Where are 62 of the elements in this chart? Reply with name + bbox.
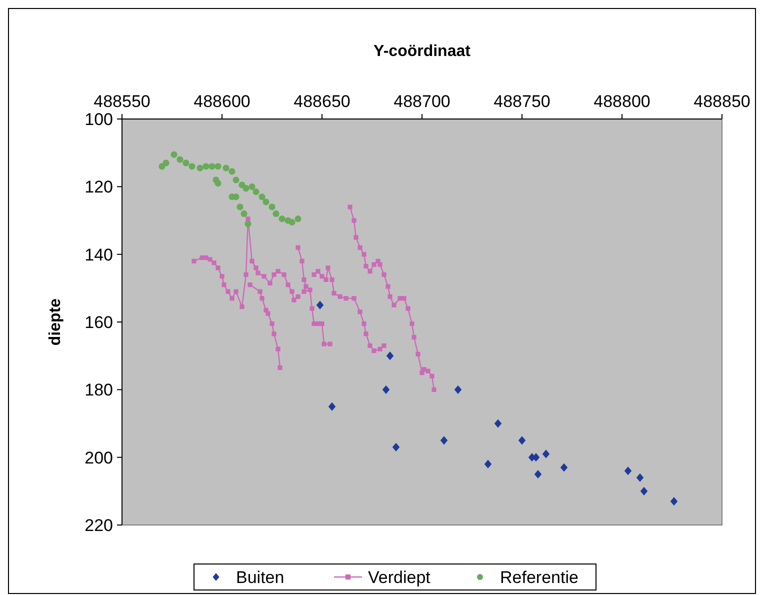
point: [278, 216, 286, 222]
point: [214, 180, 222, 187]
x-tick-label: 488850: [694, 92, 750, 111]
y-tick-label: 160: [84, 313, 113, 332]
y-tick-label: 140: [84, 245, 113, 264]
point: [386, 352, 394, 360]
point: [272, 210, 280, 218]
x-tick-label: 488600: [194, 92, 250, 111]
point: [636, 473, 644, 482]
point: [214, 163, 222, 170]
x-tick-label: 488650: [294, 92, 350, 111]
point: [316, 300, 324, 310]
point: [232, 176, 240, 184]
point: [328, 402, 336, 411]
legend-label: Verdiept: [368, 568, 431, 587]
point: [248, 183, 256, 190]
point: [240, 210, 248, 218]
point: [262, 198, 270, 206]
point: [392, 442, 400, 452]
point: [294, 216, 302, 222]
point: [494, 419, 502, 428]
point: [518, 436, 526, 445]
x-tick-label: 488800: [594, 92, 650, 111]
point: [624, 466, 632, 476]
y-tick-label: 200: [84, 448, 113, 468]
point: [170, 151, 178, 158]
y-axis-title: diepte: [47, 298, 64, 346]
point: [640, 486, 648, 496]
point: [542, 450, 550, 458]
point: [188, 163, 196, 170]
point: [182, 160, 190, 166]
point: [258, 194, 266, 200]
point: [454, 385, 462, 394]
point: [252, 188, 260, 196]
point: [670, 497, 678, 506]
point: [222, 164, 230, 172]
y-tick-label: 220: [84, 516, 113, 535]
point: [242, 185, 250, 192]
point: [440, 436, 448, 445]
point: [196, 164, 204, 172]
point: [268, 204, 276, 210]
y-tick-label: 120: [84, 178, 113, 197]
point: [228, 168, 236, 175]
point: [382, 385, 390, 394]
x-tick-label: 488700: [394, 92, 450, 111]
point: [202, 163, 210, 170]
point: [244, 220, 252, 228]
x-axis-title: Y-coördinaat: [374, 43, 472, 60]
x-tick-label: 488550: [94, 92, 150, 111]
point: [162, 160, 170, 166]
legend-label: Buiten: [236, 568, 284, 587]
y-tick-label: 180: [84, 380, 113, 400]
point: [534, 470, 542, 479]
y-tick-label: 100: [84, 110, 113, 129]
point: [484, 460, 492, 468]
point: [236, 204, 244, 210]
point: [560, 463, 568, 472]
point: [208, 163, 216, 170]
point: [176, 156, 184, 163]
legend-label: Referentie: [500, 568, 578, 587]
x-tick-label: 488750: [494, 92, 550, 111]
point: [288, 218, 296, 226]
